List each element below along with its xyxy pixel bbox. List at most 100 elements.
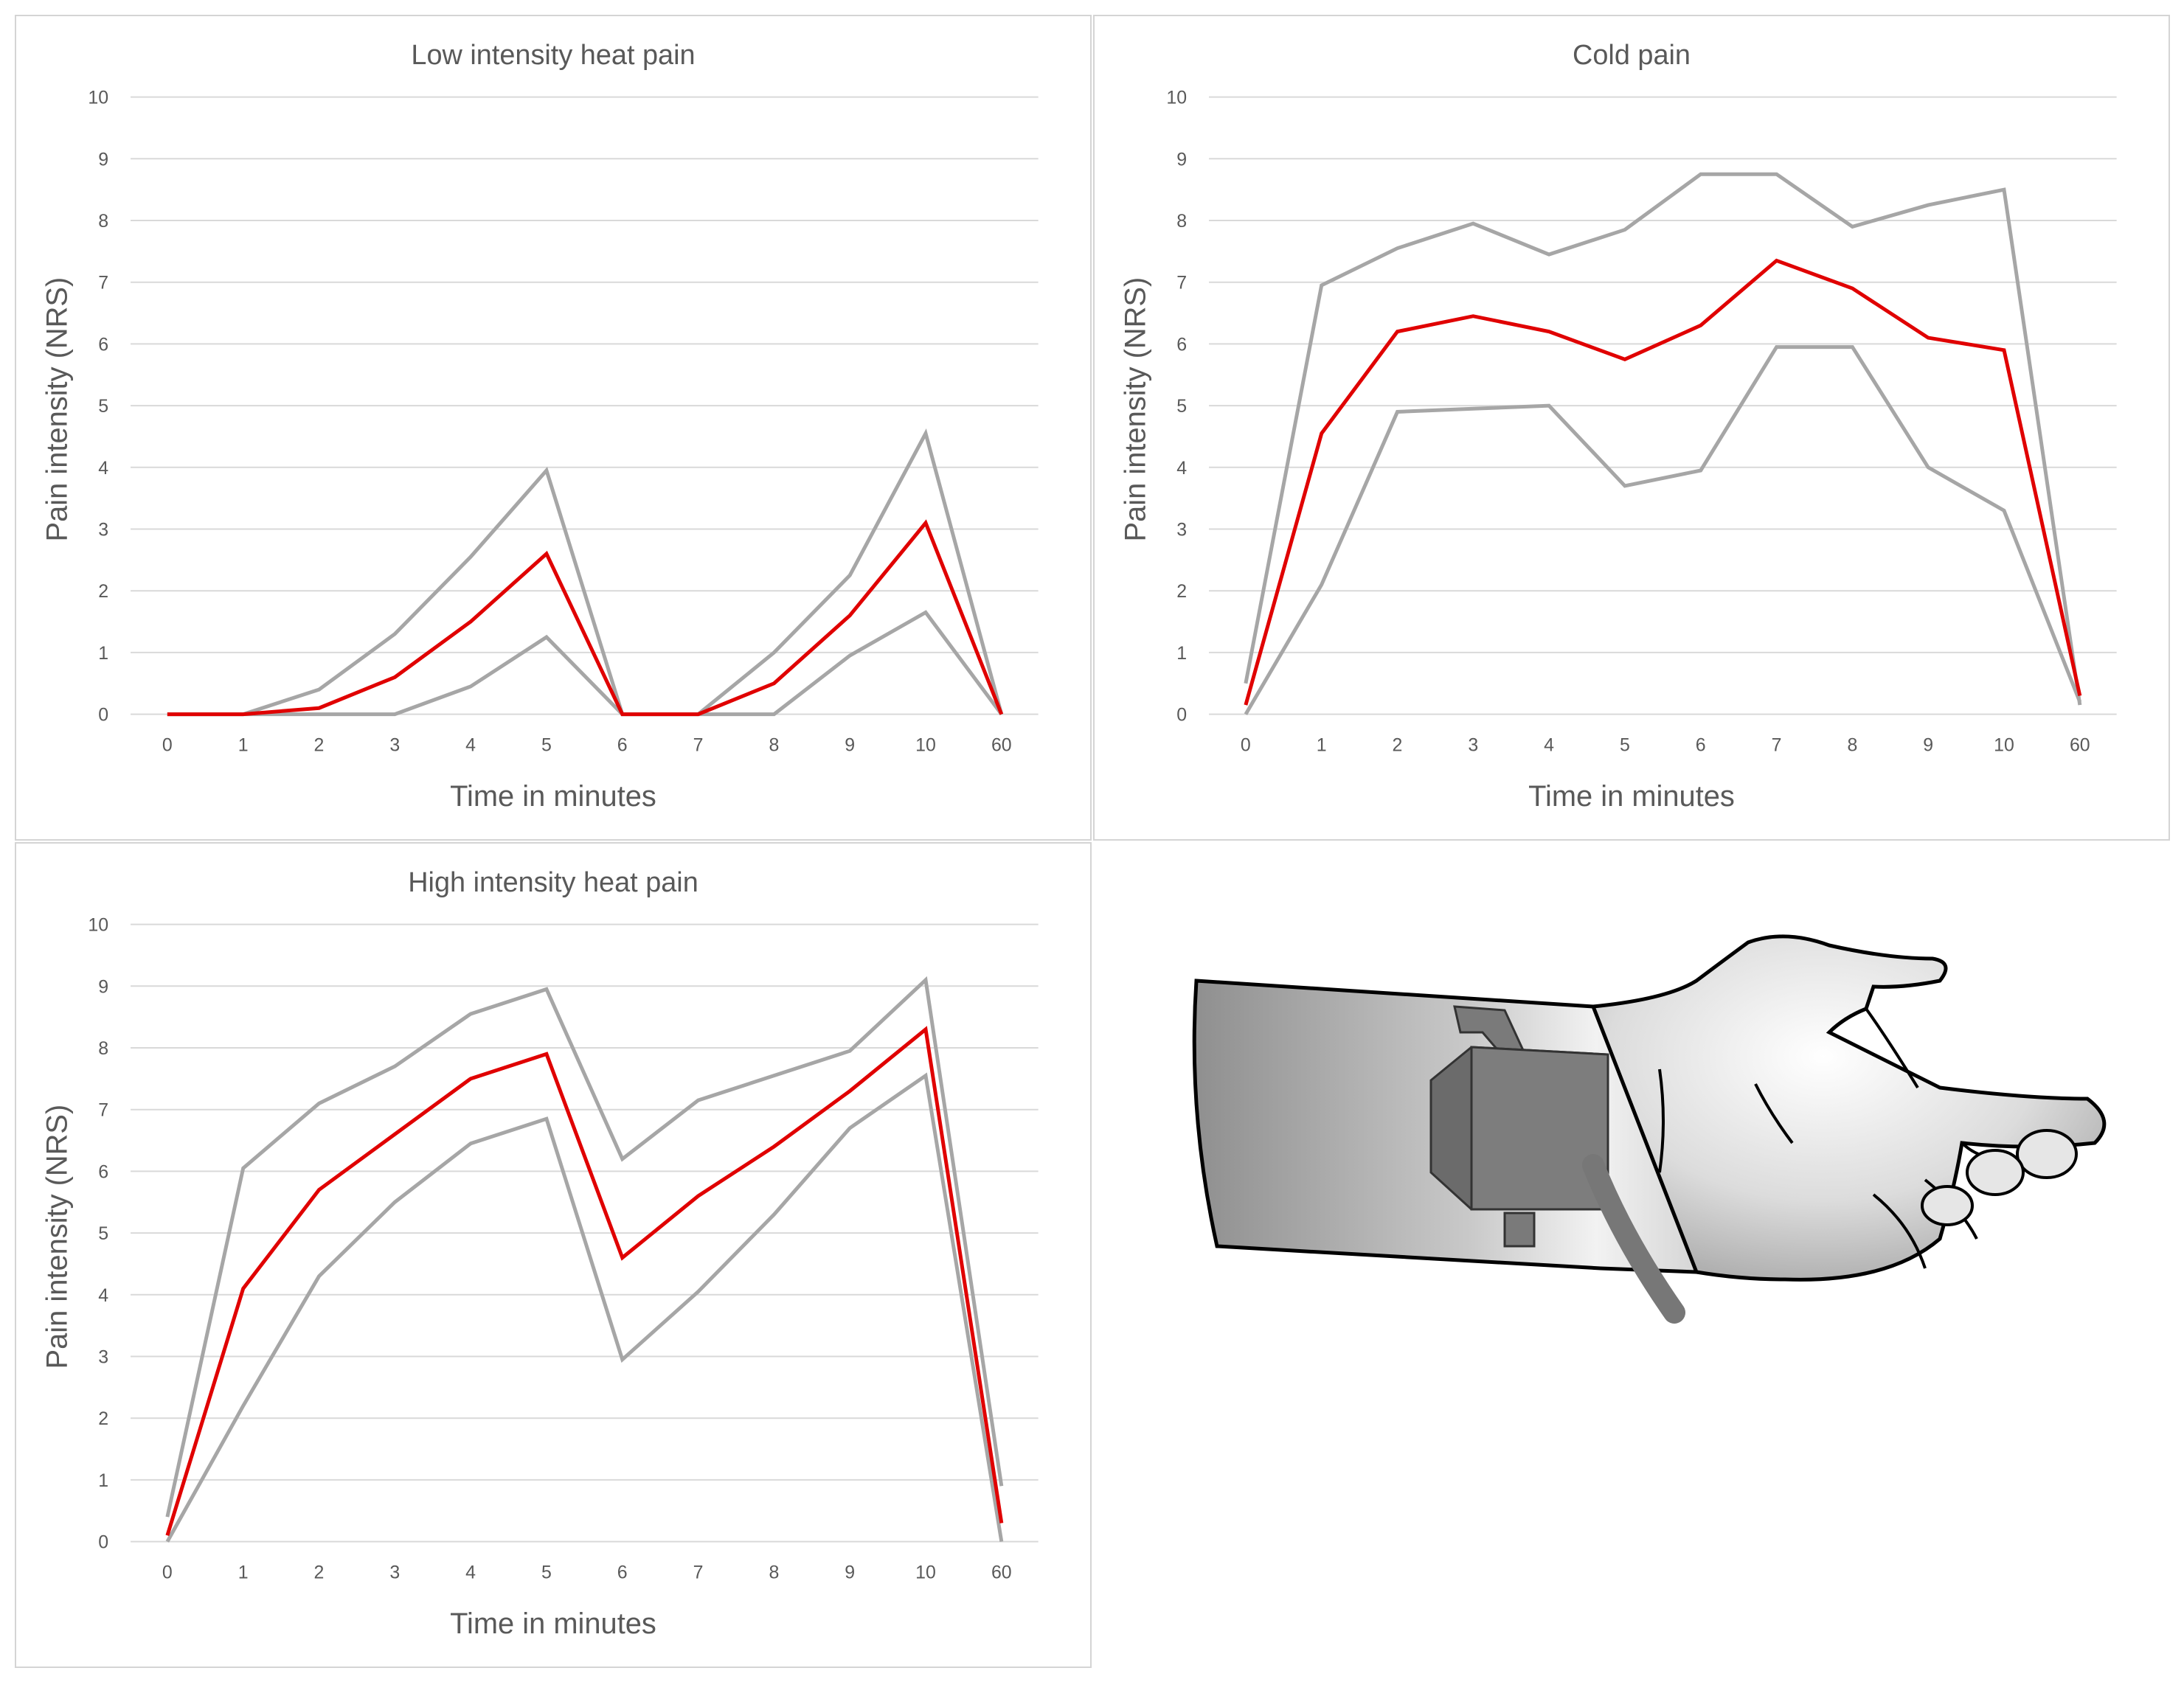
y-tick-label: 0 <box>98 705 108 726</box>
series-line-mean <box>167 519 1004 717</box>
y-tick-label: 4 <box>98 1285 108 1306</box>
series-line-mean <box>1244 258 2082 706</box>
y-tick-label: 7 <box>98 273 108 293</box>
x-tick-label: 10 <box>915 734 936 755</box>
thermode-front-face <box>1470 1046 1609 1211</box>
hand-shape <box>1590 934 2107 1282</box>
chart-high-intensity-heat-pain: High intensity heat pain 0 1 2 3 4 5 6 7 8 9 10 0 1… <box>15 842 1092 1668</box>
y-tick-label: 7 <box>1176 273 1187 293</box>
y-tick-label: 5 <box>98 1223 108 1244</box>
x-tick-label: 60 <box>991 1562 1012 1582</box>
y-tick-label: 1 <box>98 643 108 664</box>
x-tick-label: 4 <box>1544 734 1554 755</box>
y-tick-label: 2 <box>1176 581 1187 602</box>
x-tick-label: 10 <box>915 1562 936 1582</box>
fingertip-2 <box>1966 1149 2025 1196</box>
x-tick-label: 2 <box>314 1562 325 1582</box>
x-tick-label: 1 <box>238 1562 249 1582</box>
y-tick-label: 8 <box>1176 211 1187 232</box>
y-tick-label: 10 <box>88 88 108 108</box>
arm-with-thermode-illustration <box>1192 934 2107 1324</box>
y-tick-label: 6 <box>98 334 108 355</box>
chart-svg: High intensity heat pain 0 1 2 3 4 5 6 7 8 9 10 0 1… <box>41 867 1039 1640</box>
x-tick-label: 60 <box>991 734 1012 755</box>
x-tick-label: 4 <box>465 734 476 755</box>
y-tick-label: 3 <box>1176 519 1187 540</box>
x-tick-label: 5 <box>1620 734 1630 755</box>
x-tick-label: 3 <box>389 734 400 755</box>
fingertip-1 <box>2016 1129 2078 1179</box>
series-line-bound <box>165 1072 1004 1543</box>
y-tick-label: 1 <box>98 1470 108 1491</box>
x-tick-label: 7 <box>693 1562 704 1582</box>
y-tick-label: 0 <box>98 1532 108 1553</box>
chart-low-intensity-heat-pain: Low intensity heat pain 0 1 2 3 4 5 6 7 8 9 10 0 1 2… <box>15 15 1092 841</box>
x-tick-label: 2 <box>1393 734 1403 755</box>
series-line-mean <box>165 1026 1004 1536</box>
x-tick-label: 3 <box>389 1562 400 1582</box>
x-axis-title: Time in minutes <box>450 780 656 813</box>
chart-svg: Cold pain 0 1 2 3 4 5 6 7 8 9 10 0 1 2 3 4 5 6 7 8 9 10 60 Ti… <box>1119 40 2117 813</box>
y-tick-label: 8 <box>98 1038 108 1059</box>
y-tick-label: 9 <box>98 149 108 170</box>
x-tick-label: 2 <box>314 734 325 755</box>
chart-svg: Low intensity heat pain 0 1 2 3 4 5 6 7 8 9 10 0 1 2… <box>41 40 1039 813</box>
fingertip-3 <box>1921 1185 1974 1226</box>
x-tick-label: 0 <box>162 734 173 755</box>
x-tick-label: 3 <box>1468 734 1478 755</box>
chart-title: Cold pain <box>1573 40 1691 71</box>
y-tick-label: 6 <box>98 1161 108 1182</box>
y-tick-label: 9 <box>1176 149 1187 170</box>
y-tick-label: 3 <box>98 519 108 540</box>
x-tick-label: 9 <box>845 734 855 755</box>
series-line-bound <box>1244 345 2082 715</box>
x-tick-label: 8 <box>769 1562 779 1582</box>
y-tick-label: 10 <box>1166 88 1187 108</box>
y-tick-label: 2 <box>98 1408 108 1429</box>
y-tick-label: 6 <box>1176 334 1187 355</box>
x-tick-label: 0 <box>162 1562 173 1582</box>
y-axis-title: Pain intensity (NRS) <box>41 277 73 542</box>
y-tick-label: 3 <box>98 1346 108 1367</box>
x-tick-label: 6 <box>1696 734 1706 755</box>
x-tick-label: 10 <box>1994 734 2014 755</box>
x-tick-label: 60 <box>2070 734 2090 755</box>
chart-cold-pain: Cold pain 0 1 2 3 4 5 6 7 8 9 10 0 1 2 3 4 5 6 7 8 9 10 60 Ti… <box>1093 15 2170 841</box>
x-tick-label: 8 <box>1847 734 1857 755</box>
y-tick-label: 5 <box>98 396 108 417</box>
series-line-bound <box>165 976 1004 1518</box>
x-tick-label: 8 <box>769 734 779 755</box>
y-tick-label: 5 <box>1176 396 1187 417</box>
x-tick-label: 4 <box>465 1562 476 1582</box>
x-tick-label: 6 <box>617 734 628 755</box>
y-axis-title: Pain intensity (NRS) <box>41 1105 73 1369</box>
y-tick-label: 4 <box>98 458 108 479</box>
x-axis-title: Time in minutes <box>1528 780 1735 813</box>
y-tick-label: 8 <box>98 211 108 232</box>
x-tick-label: 1 <box>1317 734 1327 755</box>
x-tick-label: 7 <box>1772 734 1782 755</box>
y-tick-label: 0 <box>1176 705 1187 726</box>
x-tick-label: 1 <box>238 734 249 755</box>
y-tick-label: 1 <box>1176 643 1187 664</box>
y-tick-label: 7 <box>98 1100 108 1121</box>
x-tick-label: 6 <box>617 1562 628 1582</box>
y-tick-label: 4 <box>1176 458 1187 479</box>
chart-title: High intensity heat pain <box>408 867 698 898</box>
y-tick-label: 2 <box>98 581 108 602</box>
x-axis-title: Time in minutes <box>450 1608 656 1640</box>
series-line-bound <box>167 428 1004 717</box>
x-tick-label: 7 <box>693 734 704 755</box>
x-tick-label: 5 <box>541 1562 552 1582</box>
y-axis-title: Pain intensity (NRS) <box>1119 277 1151 542</box>
chart-title: Low intensity heat pain <box>411 40 695 71</box>
thermode-cable <box>1582 1154 1685 1324</box>
y-tick-label: 10 <box>88 915 108 936</box>
series-line-bound <box>1244 172 2082 706</box>
x-tick-label: 0 <box>1241 734 1251 755</box>
series-line-bound <box>167 610 1003 717</box>
x-tick-label: 9 <box>845 1562 855 1582</box>
y-tick-label: 9 <box>98 976 108 997</box>
x-tick-label: 5 <box>541 734 552 755</box>
x-tick-label: 9 <box>1923 734 1933 755</box>
